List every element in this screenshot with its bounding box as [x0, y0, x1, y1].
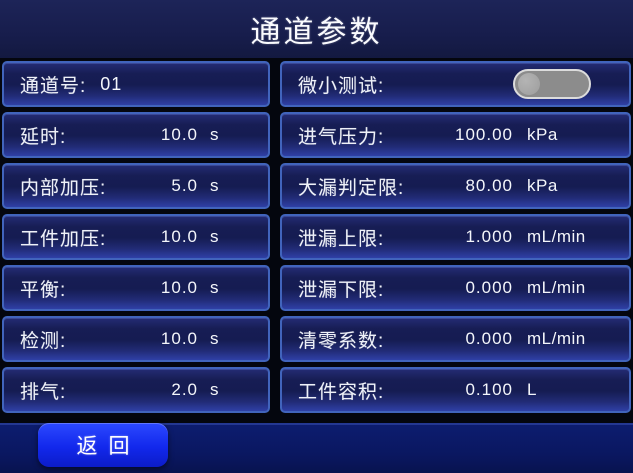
channel-number-label: 通道号:	[20, 75, 87, 97]
leak-upper-limit-value: 1.000	[465, 227, 513, 246]
large-leak-limit-label: 大漏判定限:	[298, 177, 405, 199]
inlet-pressure-cell[interactable]: 进气压力: 100.00 kPa	[280, 112, 631, 158]
workpiece-volume-value: 0.100	[465, 380, 513, 399]
workpiece-volume-cell[interactable]: 工件容积: 0.100 L	[280, 367, 631, 413]
balance-label: 平衡:	[20, 279, 67, 301]
inlet-pressure-label: 进气压力:	[298, 126, 385, 148]
exhaust-label: 排气:	[20, 381, 67, 403]
workpiece-pressurize-label: 工件加压:	[20, 228, 107, 250]
exhaust-unit: s	[210, 380, 219, 399]
balance-cell[interactable]: 平衡: 10.0 s	[2, 265, 270, 311]
exhaust-value: 2.0	[171, 380, 198, 399]
detect-cell[interactable]: 检测: 10.0 s	[2, 316, 270, 362]
detect-value: 10.0	[160, 329, 198, 348]
footer-bar: 返回	[0, 423, 633, 473]
delay-label: 延时:	[20, 126, 67, 148]
internal-pressurize-label: 内部加压:	[20, 177, 107, 199]
workpiece-pressurize-value: 10.0	[160, 227, 198, 246]
large-leak-limit-unit: kPa	[527, 176, 558, 195]
leak-lower-limit-label: 泄漏下限:	[298, 279, 385, 301]
balance-unit: s	[210, 278, 219, 297]
leak-upper-limit-label: 泄漏上限:	[298, 228, 385, 250]
workpiece-volume-unit: L	[527, 380, 537, 399]
back-button[interactable]: 返回	[38, 423, 168, 467]
detect-label: 检测:	[20, 330, 67, 352]
toggle-knob-icon	[518, 73, 540, 95]
balance-value: 10.0	[160, 278, 198, 297]
detect-unit: s	[210, 329, 219, 348]
parameter-grid: 通道号: 01 微小测试: 延时: 10.0 s 进气压力: 100.00 kP…	[0, 58, 633, 415]
delay-cell[interactable]: 延时: 10.0 s	[2, 112, 270, 158]
exhaust-cell[interactable]: 排气: 2.0 s	[2, 367, 270, 413]
title-bar: 通道参数	[0, 0, 633, 58]
zero-coefficient-label: 清零系数:	[298, 330, 385, 352]
page-title: 通道参数	[250, 16, 383, 49]
back-button-label: 返回	[76, 435, 141, 458]
delay-unit: s	[210, 125, 219, 144]
leak-lower-limit-value: 0.000	[465, 278, 513, 297]
micro-test-cell: 微小测试:	[280, 61, 631, 107]
channel-number-cell[interactable]: 通道号: 01	[2, 61, 270, 107]
zero-coefficient-value: 0.000	[465, 329, 513, 348]
leak-lower-limit-unit: mL/min	[527, 278, 586, 297]
leak-lower-limit-cell[interactable]: 泄漏下限: 0.000 mL/min	[280, 265, 631, 311]
internal-pressurize-value: 5.0	[171, 176, 198, 195]
internal-pressurize-unit: s	[210, 176, 219, 195]
delay-value: 10.0	[160, 125, 198, 144]
zero-coefficient-unit: mL/min	[527, 329, 586, 348]
inlet-pressure-value: 100.00	[455, 125, 513, 144]
leak-upper-limit-unit: mL/min	[527, 227, 586, 246]
channel-number-value: 01	[100, 73, 123, 94]
workpiece-pressurize-cell[interactable]: 工件加压: 10.0 s	[2, 214, 270, 260]
large-leak-limit-value: 80.00	[465, 176, 513, 195]
large-leak-limit-cell[interactable]: 大漏判定限: 80.00 kPa	[280, 163, 631, 209]
workpiece-pressurize-unit: s	[210, 227, 219, 246]
inlet-pressure-unit: kPa	[527, 125, 558, 144]
internal-pressurize-cell[interactable]: 内部加压: 5.0 s	[2, 163, 270, 209]
micro-test-label: 微小测试:	[298, 75, 385, 97]
zero-coefficient-cell[interactable]: 清零系数: 0.000 mL/min	[280, 316, 631, 362]
workpiece-volume-label: 工件容积:	[298, 381, 385, 403]
leak-upper-limit-cell[interactable]: 泄漏上限: 1.000 mL/min	[280, 214, 631, 260]
micro-test-toggle[interactable]	[513, 69, 591, 99]
